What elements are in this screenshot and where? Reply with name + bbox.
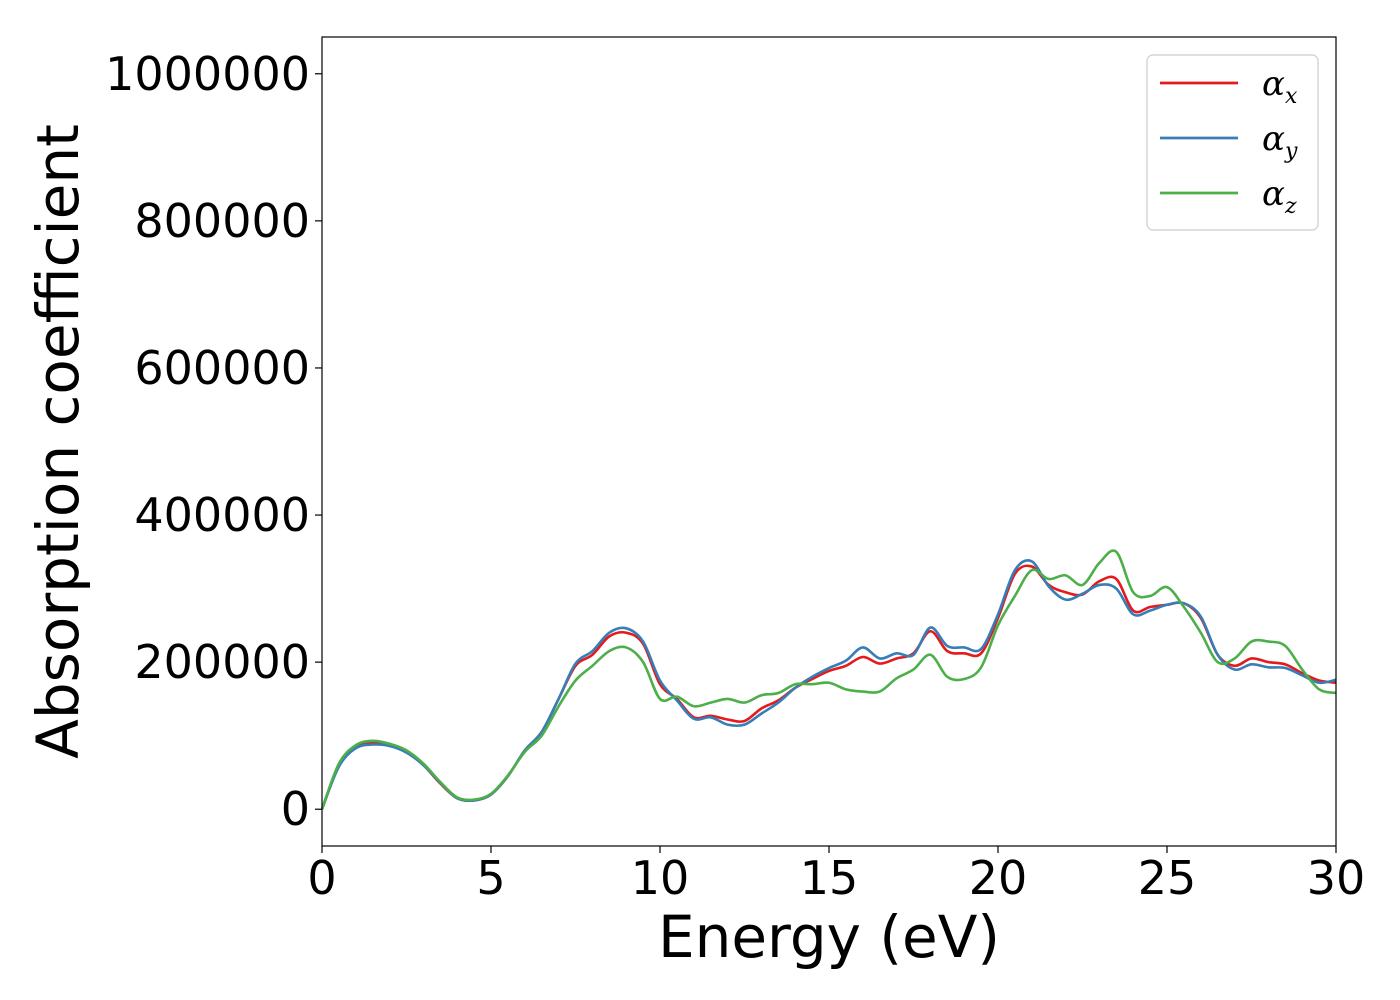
legend-label-symbol: α	[1262, 119, 1285, 159]
x-tick-label: 20	[969, 851, 1028, 905]
y-tick-label: 400000	[134, 488, 310, 542]
legend-label-alpha-y: αy	[1262, 119, 1298, 164]
x-tick-label: 5	[476, 851, 505, 905]
x-tick-label: 0	[307, 851, 336, 905]
legend-label-symbol: α	[1262, 64, 1285, 104]
x-tick-label: 10	[631, 851, 690, 905]
y-tick-label: 600000	[134, 341, 310, 395]
y-tick-label: 0	[281, 782, 310, 836]
legend-label-symbol: α	[1262, 174, 1285, 214]
legend-label-subscript: z	[1284, 194, 1297, 219]
plot-area-frame	[321, 36, 1337, 847]
y-tick-label: 1000000	[105, 47, 310, 101]
legend-label-alpha-x: αx	[1262, 64, 1298, 109]
series-lines	[320, 549, 1337, 810]
y-axis-label: Absorption coefficient	[24, 124, 92, 759]
series-line-alpha-y	[320, 559, 1337, 810]
x-axis-label: Energy (eV)	[658, 903, 1000, 971]
legend-frame	[1146, 54, 1319, 231]
y-tick-label: 200000	[134, 635, 310, 689]
x-tick-label: 15	[800, 851, 859, 905]
legend-label-subscript: x	[1285, 84, 1298, 109]
x-axis-ticks: 0 5 10 15 20 25 30	[307, 846, 1365, 905]
series-line-alpha-z	[320, 549, 1337, 810]
x-tick-label: 25	[1138, 851, 1197, 905]
x-tick-label: 30	[1307, 851, 1366, 905]
y-axis-ticks: 0 200000 400000 600000 800000 1000000	[105, 47, 322, 836]
legend-label-subscript: y	[1284, 139, 1298, 164]
legend-label-alpha-z: αz	[1262, 174, 1297, 219]
y-tick-label: 800000	[134, 194, 310, 248]
